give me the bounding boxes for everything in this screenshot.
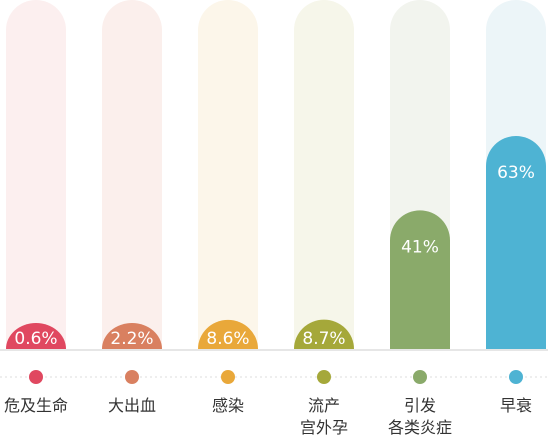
category-label: 早衰 [500,396,532,415]
bar-track [294,0,354,349]
bar-track [6,0,66,349]
bar [294,319,354,349]
category-label: 大出血 [108,396,156,415]
category-label: 感染 [212,396,244,415]
value-label: 2.2% [110,329,153,349]
bar [6,323,66,349]
category-marker [221,370,235,384]
category-marker [29,370,43,384]
category-label: 引发各类炎症 [388,396,452,436]
category-label: 流产宫外孕 [300,396,348,436]
category-marker [509,370,523,384]
category-marker [413,370,427,384]
bar [486,136,546,349]
value-label: 0.6% [14,329,57,349]
bar-track [198,0,258,349]
value-label: 41% [401,237,439,257]
bar [390,210,450,349]
category-label: 危及生命 [4,396,68,415]
bar [198,319,258,349]
value-label: 63% [497,163,535,183]
bar [102,323,162,349]
bar-track [102,0,162,349]
category-marker [317,370,331,384]
category-marker [125,370,139,384]
value-label: 8.7% [302,329,345,349]
value-label: 8.6% [206,329,249,349]
